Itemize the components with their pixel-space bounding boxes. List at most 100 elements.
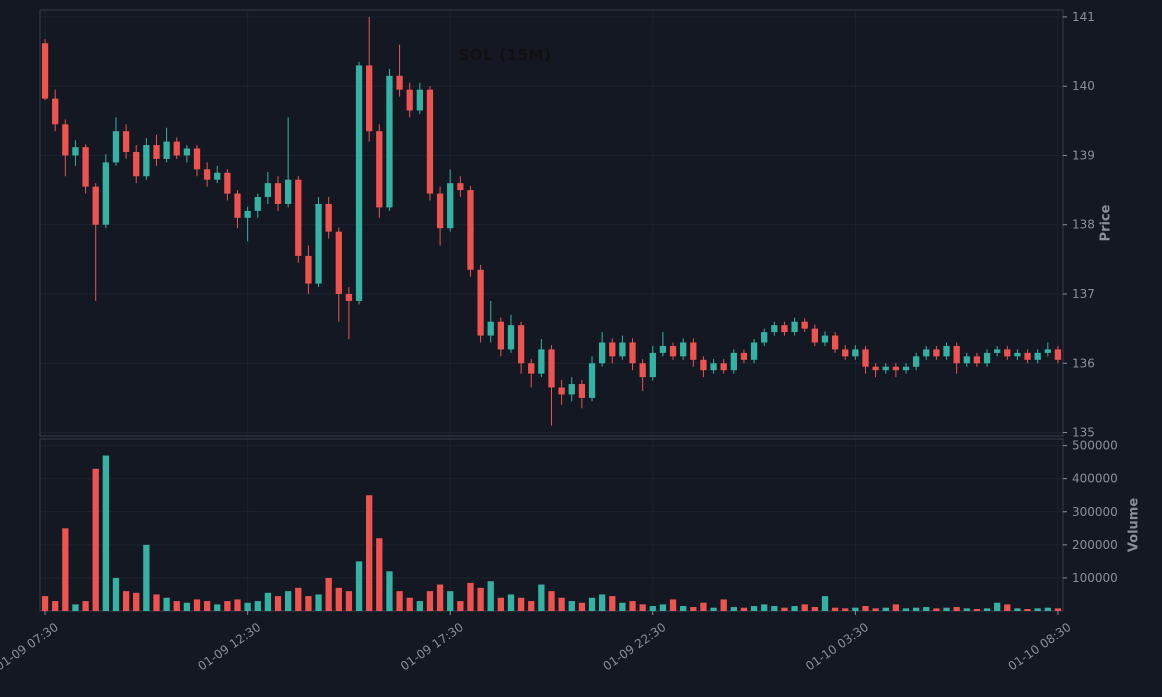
- price-axis-label: Price: [1098, 204, 1114, 242]
- volume-bar: [386, 571, 393, 611]
- candle-body: [92, 186, 99, 225]
- candle-body: [629, 342, 636, 364]
- candle-body: [143, 145, 150, 177]
- candle-body: [872, 366, 879, 371]
- volume-bar: [902, 608, 910, 611]
- volume-bar: [467, 582, 474, 611]
- volume-bar: [690, 607, 697, 611]
- volume-bar: [143, 544, 150, 611]
- volume-bar: [923, 607, 930, 611]
- volume-tick-label: 100000: [1072, 571, 1118, 585]
- volume-tick-label: 400000: [1072, 472, 1118, 486]
- candle-body: [761, 332, 768, 343]
- volume-bar: [619, 602, 626, 611]
- candle-body: [62, 124, 69, 156]
- candle-body: [447, 183, 454, 229]
- volume-tick-label: 300000: [1072, 505, 1118, 519]
- candle-body: [517, 325, 525, 364]
- volume-bar: [639, 604, 646, 611]
- candle-body: [821, 335, 829, 343]
- candle-body: [335, 231, 342, 294]
- candle-body: [153, 145, 160, 159]
- price-tick-label: 135: [1072, 426, 1095, 440]
- candle-body: [548, 349, 555, 388]
- volume-bar: [183, 602, 191, 611]
- volume-bar: [669, 599, 677, 611]
- candle-body: [801, 321, 808, 329]
- volume-bar: [507, 594, 515, 611]
- volume-bar: [457, 601, 464, 611]
- candle-body: [193, 148, 201, 170]
- volume-bar: [720, 599, 727, 611]
- volume-bar: [203, 601, 211, 611]
- price-tick-label: 138: [1072, 218, 1095, 232]
- candle-body: [973, 356, 981, 364]
- candle-body: [325, 203, 332, 232]
- chart-title: SOL (15M): [458, 46, 552, 64]
- candle-body: [599, 342, 606, 364]
- volume-bar: [274, 596, 282, 611]
- candle-body: [52, 98, 59, 125]
- volume-bar: [811, 607, 818, 611]
- candle-body: [507, 325, 515, 350]
- volume-panel-frame: [39, 438, 1064, 612]
- volume-bar: [82, 601, 89, 611]
- candle-body: [295, 179, 302, 256]
- candle-body: [588, 363, 596, 398]
- volume-bar: [831, 607, 839, 611]
- candle-body: [740, 352, 748, 360]
- candle-body: [1004, 349, 1011, 357]
- volume-bar: [315, 594, 322, 611]
- candle-body: [355, 65, 363, 301]
- volume-bar: [801, 604, 808, 611]
- volume-bar: [234, 599, 241, 611]
- candle-body: [457, 183, 464, 191]
- volume-bar: [447, 591, 454, 611]
- candle-body: [214, 172, 221, 180]
- candle-body: [963, 356, 970, 364]
- candle-body: [1054, 349, 1062, 360]
- candle-body: [376, 131, 383, 208]
- candle-body: [386, 75, 393, 208]
- volume-bar: [872, 608, 879, 611]
- volume-bar: [1024, 609, 1031, 611]
- volume-bar: [771, 606, 778, 611]
- candle-body: [497, 321, 504, 350]
- candle-body: [234, 193, 241, 218]
- volume-bar: [912, 607, 920, 611]
- volume-bar: [578, 602, 586, 611]
- candle-body: [720, 363, 727, 371]
- candle-body: [1044, 349, 1051, 353]
- price-tick-label: 141: [1072, 10, 1095, 24]
- time-tick-label: 01-10 08:30: [1006, 620, 1074, 673]
- candle-body: [669, 345, 677, 357]
- volume-bar: [173, 601, 180, 611]
- volume-bar: [244, 602, 251, 611]
- candle-body: [173, 141, 180, 156]
- volume-bar: [254, 601, 261, 611]
- candle-body: [183, 148, 191, 156]
- volume-bar: [224, 601, 231, 611]
- time-tick-label: 01-10 03:30: [803, 620, 871, 673]
- volume-bar: [376, 538, 383, 611]
- candle-body: [274, 183, 282, 204]
- volume-bar: [214, 604, 221, 611]
- volume-bar: [548, 591, 555, 611]
- volume-bar: [538, 584, 545, 611]
- volume-bar: [629, 601, 636, 611]
- volume-bar: [730, 607, 737, 611]
- volume-bar: [406, 597, 413, 611]
- volume-bar: [892, 604, 900, 611]
- candle-body: [558, 387, 565, 395]
- volume-bar: [193, 599, 201, 611]
- candle-body: [771, 325, 778, 333]
- volume-bar: [740, 607, 748, 611]
- volume-bar: [355, 561, 363, 611]
- volume-bar: [882, 607, 889, 611]
- volume-bar: [761, 604, 768, 611]
- candle-body: [1024, 352, 1031, 360]
- candle-body: [791, 321, 798, 333]
- volume-bar: [680, 606, 687, 611]
- candle-body: [264, 183, 272, 198]
- volume-bar: [133, 592, 140, 611]
